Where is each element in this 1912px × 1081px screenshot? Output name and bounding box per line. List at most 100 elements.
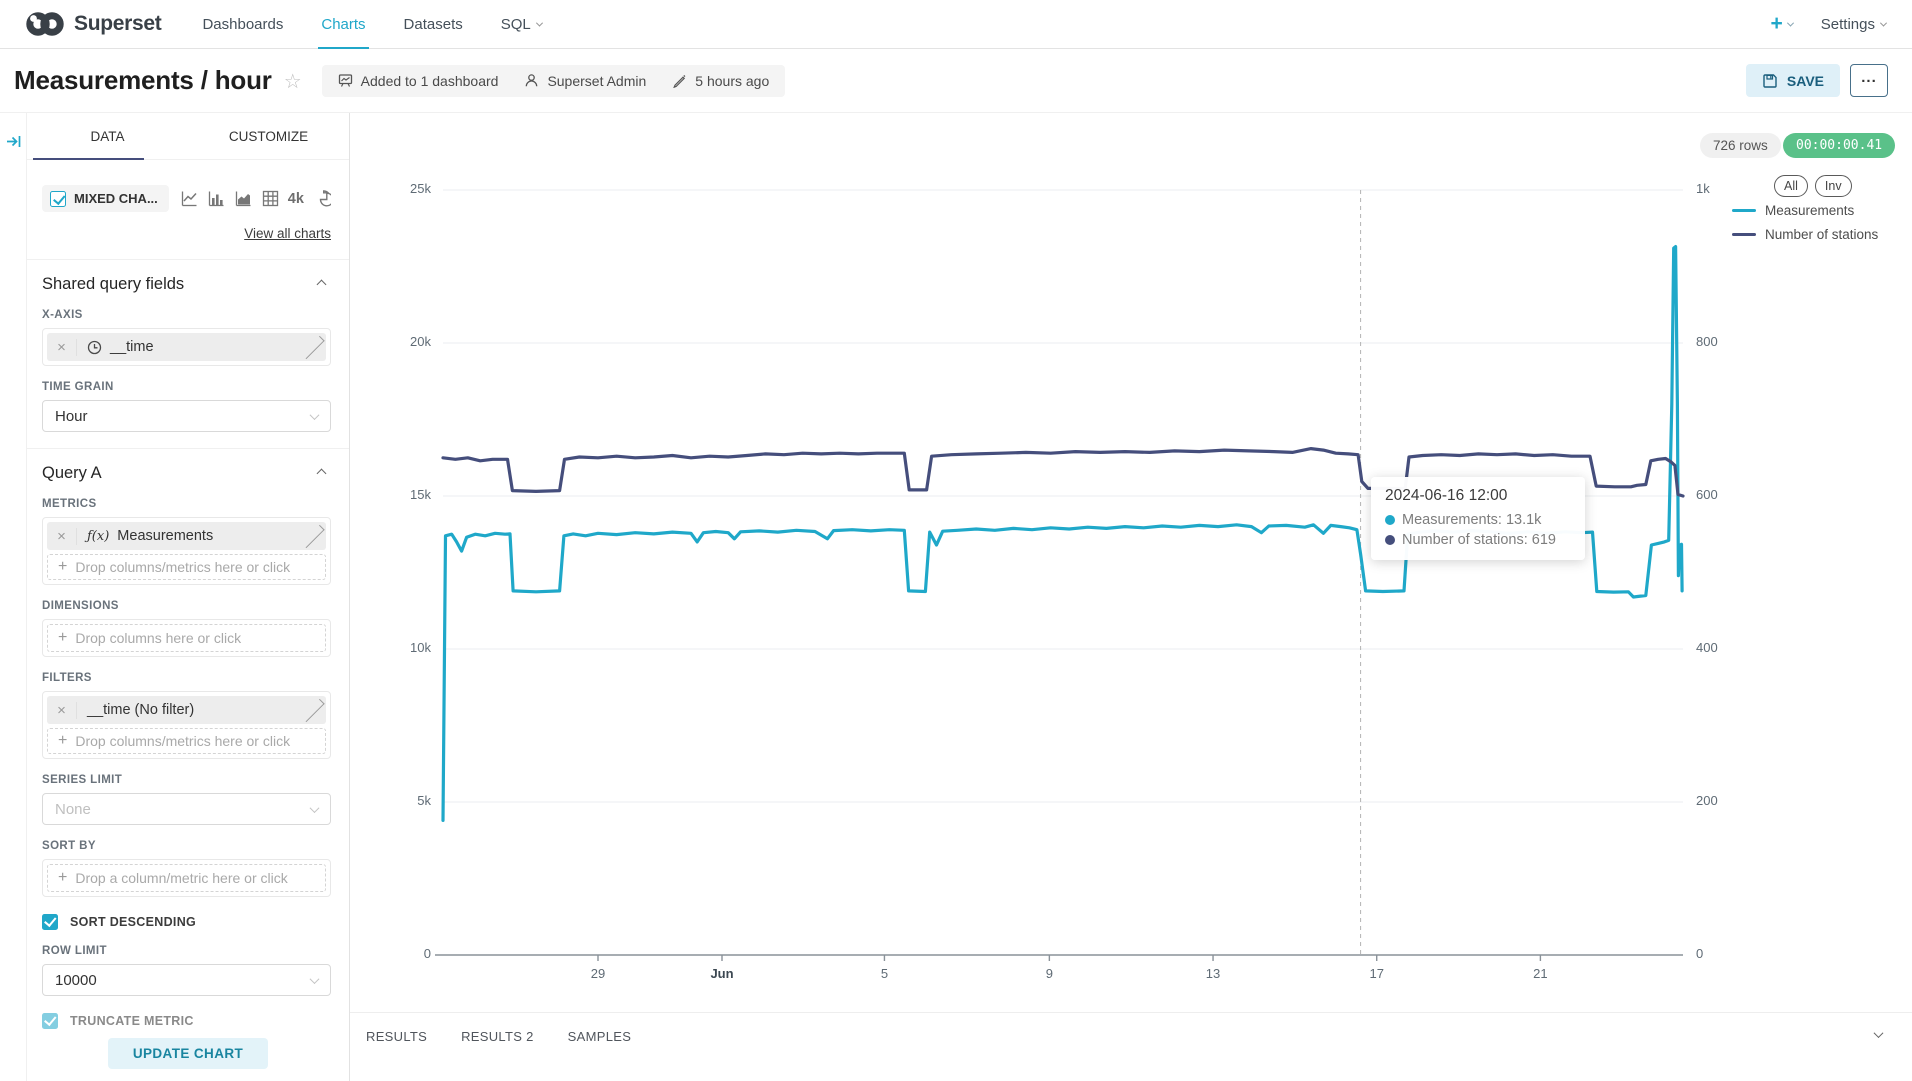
filter-pill[interactable]: × __time (No filter): [47, 696, 326, 724]
x-axis-label: X-AXIS: [42, 309, 83, 321]
tooltip-row-stations: Number of stations: 619: [1385, 532, 1571, 548]
tab-results-2[interactable]: RESULTS 2: [461, 1029, 534, 1044]
main-nav: Dashboards Charts Datasets SQL: [183, 0, 561, 50]
collapse-panel-icon[interactable]: [5, 133, 22, 150]
y-axis-left-tick-label: 15k: [410, 487, 431, 502]
y-axis-left-tick-label: 10k: [410, 640, 431, 655]
tab-samples[interactable]: SAMPLES: [567, 1029, 632, 1044]
y-axis-right-tick-label: 1k: [1696, 181, 1710, 196]
table-icon[interactable]: [261, 189, 280, 208]
pencil-icon: [673, 74, 686, 88]
remove-icon[interactable]: ×: [47, 338, 77, 356]
legend-item-measurements[interactable]: Measurements: [1732, 203, 1878, 218]
y-axis-left-tick-label: 5k: [417, 793, 431, 808]
results-pane: RESULTS RESULTS 2 SAMPLES: [350, 1012, 1912, 1081]
query-a-section-header[interactable]: Query A: [42, 449, 331, 483]
user-icon: [526, 74, 538, 87]
legend-invert-button[interactable]: Inv: [1814, 175, 1852, 197]
legend-select-all-button[interactable]: All: [1774, 175, 1808, 197]
checkbox-checked-icon: [42, 1013, 58, 1029]
divider: [27, 448, 349, 449]
more-actions-button[interactable]: ...: [1850, 64, 1888, 97]
data-panel: DATA CUSTOMIZE MIXED CHA... 4k View all …: [27, 113, 349, 1081]
legend-line-swatch: [1732, 233, 1756, 236]
area-chart-icon[interactable]: [234, 189, 253, 208]
sort-by-label: SORT BY: [42, 840, 96, 852]
chart-type-selected[interactable]: MIXED CHA...: [42, 185, 169, 212]
panel-collapse-rail: [0, 113, 27, 1081]
chart-type-shortcuts: 4k: [180, 189, 331, 208]
view-all-charts-link[interactable]: View all charts: [244, 226, 331, 241]
filters-label: FILTERS: [42, 672, 92, 684]
results-tabs: RESULTS RESULTS 2 SAMPLES: [350, 1013, 1912, 1044]
shared-query-section-header[interactable]: Shared query fields: [42, 260, 331, 294]
series-line-number-of-stations: [441, 447, 1685, 498]
settings-menu[interactable]: Settings: [1821, 16, 1888, 33]
header-actions: SAVE ...: [1745, 64, 1888, 97]
y-axis-left-tick-label: 0: [423, 946, 431, 961]
tab-results[interactable]: RESULTS: [366, 1029, 428, 1044]
chart-legend: Measurements Number of stations: [1732, 203, 1878, 242]
plus-icon: +: [58, 629, 68, 646]
new-item-button[interactable]: +: [1771, 12, 1794, 36]
metrics-drop-zone[interactable]: + Drop columns/metrics here or click: [47, 554, 326, 580]
series-limit-select[interactable]: None: [42, 793, 331, 825]
superset-logo[interactable]: Superset: [0, 9, 183, 39]
page-title: Measurements / hour: [14, 65, 272, 95]
dashboard-count-badge[interactable]: Added to 1 dashboard: [338, 73, 498, 89]
truncate-metric-checkbox[interactable]: TRUNCATE METRIC: [42, 1013, 331, 1029]
tooltip-timestamp: 2024-06-16 12:00: [1385, 487, 1508, 504]
clock-icon: [87, 340, 102, 354]
chevron-down-icon: [535, 19, 543, 27]
tab-data[interactable]: DATA: [27, 113, 188, 160]
line-chart-icon[interactable]: [180, 189, 199, 208]
row-limit-select[interactable]: 10000: [42, 964, 331, 996]
x-axis-tick-label: 13: [1205, 966, 1221, 981]
chevron-up-icon: [316, 279, 327, 290]
big-number-4k-icon[interactable]: 4k: [287, 190, 304, 207]
update-chart-button[interactable]: UPDATE CHART: [108, 1038, 268, 1069]
chevron-right-icon[interactable]: [301, 698, 325, 722]
time-grain-select[interactable]: Hour: [42, 400, 331, 432]
dimensions-drop-zone[interactable]: + Drop columns here or click: [47, 624, 326, 652]
top-navbar: Superset Dashboards Charts Datasets SQL …: [0, 0, 1912, 50]
metric-pill[interactable]: × ƒ(x) Measurements: [47, 522, 326, 550]
sort-by-drop-zone[interactable]: + Drop a column/metric here or click: [47, 864, 326, 892]
checkbox-checked-icon: [50, 190, 66, 207]
last-modified-badge[interactable]: 5 hours ago: [672, 73, 769, 89]
chart-type-row: MIXED CHA... 4k: [42, 185, 331, 212]
plus-icon: +: [58, 558, 68, 575]
metrics-field: × ƒ(x) Measurements + Drop columns/metric…: [42, 517, 331, 585]
x-axis-tick-label: 21: [1533, 966, 1548, 981]
favorite-star-icon[interactable]: ☆: [283, 71, 302, 93]
chart-meta: Added to 1 dashboard Superset Admin 5 ho…: [321, 64, 786, 97]
legend-item-stations[interactable]: Number of stations: [1732, 227, 1878, 242]
remove-icon[interactable]: ×: [47, 527, 77, 545]
nav-datasets[interactable]: Datasets: [403, 15, 463, 33]
mixed-timeseries-chart[interactable]: 0 5k 10k 15k 20k 25k 0 200 400 600 800 1k 29 Jun 5 9 13 1…: [410, 181, 1718, 981]
sort-descending-checkbox[interactable]: SORT DESCENDING: [42, 914, 331, 930]
chevron-right-icon[interactable]: [301, 335, 325, 359]
chevron-down-icon: [309, 973, 320, 984]
tooltip-row-measurements: Measurements: 13.1k: [1385, 512, 1571, 528]
bar-chart-icon[interactable]: [207, 189, 226, 208]
nav-charts[interactable]: Charts: [302, 0, 384, 50]
plus-icon: +: [58, 869, 68, 886]
chevron-up-icon: [316, 468, 327, 479]
save-button[interactable]: SAVE: [1745, 64, 1840, 97]
chevron-right-icon[interactable]: [301, 524, 325, 548]
nav-sql[interactable]: SQL: [482, 0, 561, 49]
x-axis-pill[interactable]: × __time: [47, 333, 326, 361]
owner-badge[interactable]: Superset Admin: [524, 73, 646, 89]
legend-line-swatch: [1732, 209, 1756, 212]
nav-dashboards[interactable]: Dashboards: [202, 15, 284, 33]
chart-header: Measurements / hour ☆ Added to 1 dashboa…: [0, 49, 1912, 113]
remove-icon[interactable]: ×: [47, 701, 77, 719]
pie-chart-icon[interactable]: [312, 189, 331, 208]
dashboard-board-icon: [338, 74, 352, 87]
y-axis-right-tick-label: 600: [1696, 487, 1718, 502]
chart-tooltip: 2024-06-16 12:00 Measurements: 13.1k Num…: [1371, 477, 1585, 560]
tab-customize[interactable]: CUSTOMIZE: [228, 128, 309, 144]
filters-drop-zone[interactable]: + Drop columns/metrics here or click: [47, 728, 326, 754]
